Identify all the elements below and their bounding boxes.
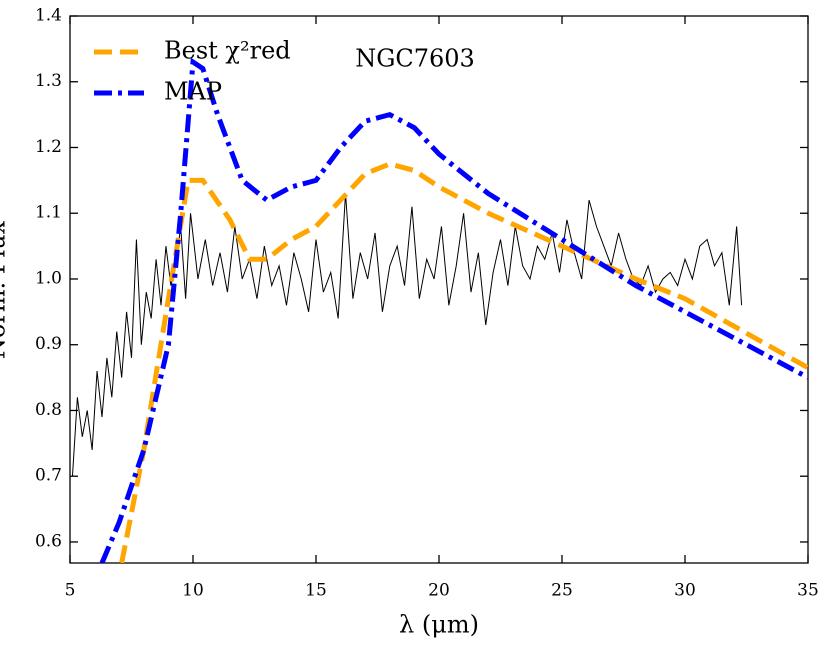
x-tick-label: 35 [797, 581, 819, 601]
y-tick-label: 1.0 [35, 268, 62, 288]
x-tick-label: 15 [305, 581, 327, 601]
x-tick-label: 5 [65, 581, 76, 601]
legend-label: MAP [164, 78, 222, 106]
x-tick-label: 30 [674, 581, 696, 601]
series-line [99, 57, 808, 563]
x-tick-label: 25 [551, 581, 573, 601]
x-axis-label: λ (μm) [399, 611, 479, 639]
y-tick-label: 0.6 [35, 531, 62, 551]
y-axis-label: Norm. Flux [0, 220, 11, 359]
series-line [71, 193, 743, 477]
series-line [119, 161, 808, 563]
x-tick-label: 10 [182, 581, 204, 601]
y-tick-label: 1.3 [35, 71, 62, 91]
y-tick-label: 1.4 [35, 6, 62, 26]
y-tick-label: 1.1 [35, 203, 62, 223]
y-tick-label: 1.2 [35, 137, 62, 157]
x-tick-label: 20 [428, 581, 450, 601]
y-tick-label: 0.9 [35, 334, 62, 354]
lines [71, 57, 808, 563]
y-tick-label: 0.8 [35, 400, 62, 420]
annotation: NGC7603 [355, 45, 475, 73]
legend-label: Best χ²red [164, 37, 291, 65]
y-tick-label: 0.7 [35, 466, 62, 486]
